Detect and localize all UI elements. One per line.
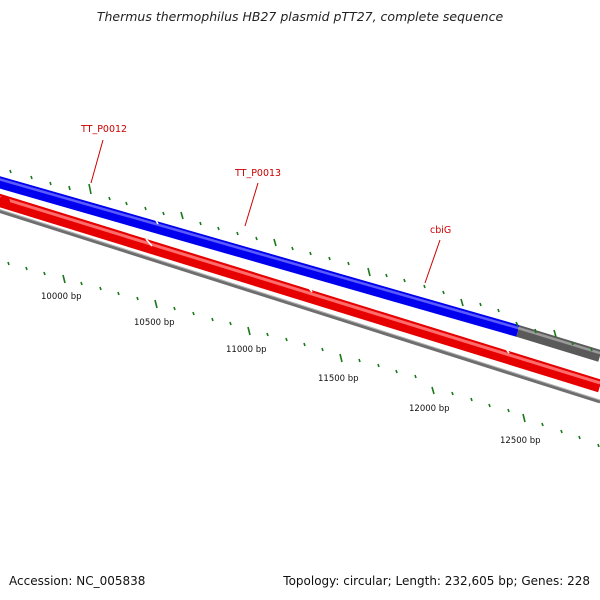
map-title: Thermus thermophilus HB27 plasmid pTT27,… (96, 9, 504, 24)
gene-label-leaders (90, 139, 441, 284)
scale-label: 12500 bp (500, 436, 541, 446)
backbone-line-highlight (0, 209, 600, 401)
reverse-gene-boundary (305, 283, 313, 293)
accession-text: Accession: NC_005838 (9, 574, 146, 588)
other-feature-band (516, 325, 600, 362)
reverse-gene-boundary (502, 344, 510, 354)
reverse-strand-band (0, 193, 600, 393)
forward-gene-boundary (152, 214, 159, 225)
inner-ticks (7, 261, 600, 448)
forward-strand-band (0, 176, 520, 337)
outer-ticks (9, 169, 593, 352)
scale-label: 12000 bp (409, 404, 450, 414)
other-feature-highlight (517, 326, 600, 355)
gene-label-cbig: cbiG (430, 225, 451, 236)
scale-label: 10000 bp (41, 292, 82, 302)
reverse-gene-boundary (145, 238, 153, 247)
backbone-line (0, 210, 600, 404)
gene-label-tt-p0012: TT_P0012 (80, 124, 127, 135)
forward-strand-highlight (0, 178, 519, 330)
reverse-strand-highlight (0, 195, 600, 385)
scale-label: 10500 bp (134, 318, 175, 328)
gene-label-tt-p0013: TT_P0013 (234, 168, 281, 179)
reverse-gene-cap (0, 196, 10, 208)
scale-label: 11000 bp (226, 345, 267, 355)
sequence-summary: Topology: circular; Length: 232,605 bp; … (283, 574, 590, 588)
scale-label: 11500 bp (318, 374, 359, 384)
